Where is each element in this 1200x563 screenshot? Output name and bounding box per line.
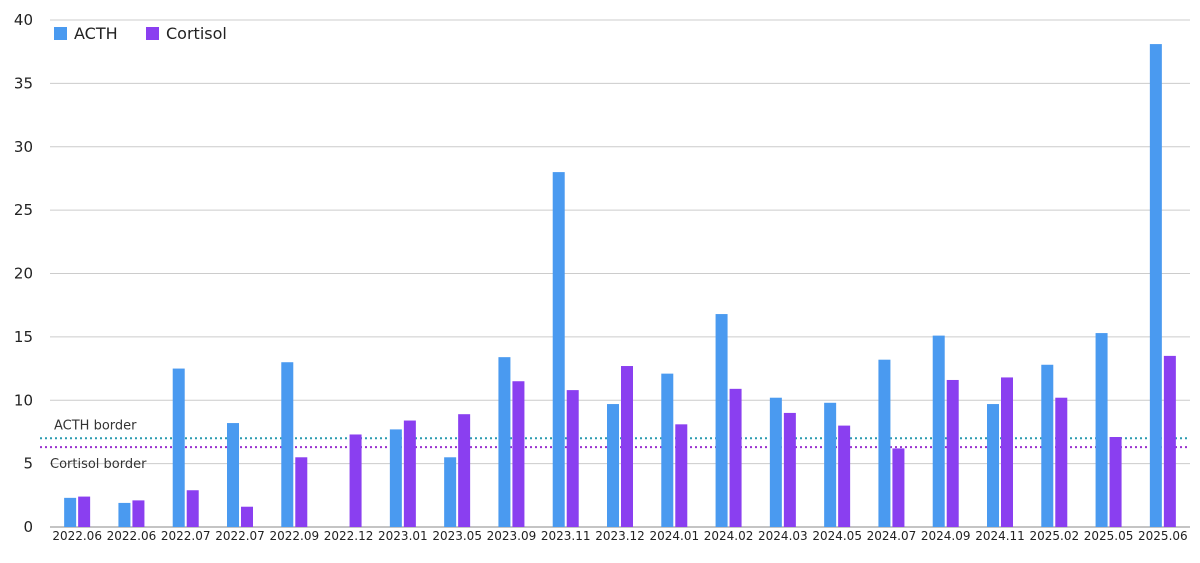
x-tick-label: 2022.12 bbox=[324, 529, 374, 543]
legend: ACTH Cortisol bbox=[54, 24, 227, 43]
bar-acth-20 bbox=[1149, 44, 1162, 528]
bar-cortisol-18 bbox=[1055, 397, 1068, 527]
bar-acth-8 bbox=[498, 357, 511, 527]
bar-acth-0 bbox=[64, 497, 77, 527]
x-tick-label: 2024.03 bbox=[758, 529, 808, 543]
x-tick-label: 2024.07 bbox=[867, 529, 917, 543]
reference-line-label: Cortisol border bbox=[50, 457, 147, 472]
reference-line-label: ACTH border bbox=[54, 418, 137, 433]
y-tick-label: 40 bbox=[14, 11, 33, 29]
bar-cortisol-6 bbox=[403, 420, 416, 527]
x-tick-label: 2025.02 bbox=[1029, 529, 1079, 543]
bar-acth-19 bbox=[1095, 333, 1108, 527]
bar-cortisol-19 bbox=[1109, 437, 1122, 527]
bar-cortisol-3 bbox=[241, 506, 253, 527]
bar-cortisol-11 bbox=[675, 424, 688, 527]
bar-cortisol-2 bbox=[186, 490, 199, 527]
bar-acth-3 bbox=[227, 423, 239, 527]
y-tick-label: 5 bbox=[23, 455, 33, 473]
bar-cortisol-9 bbox=[566, 390, 579, 527]
bar-cortisol-5 bbox=[349, 434, 362, 527]
bar-cortisol-10 bbox=[621, 366, 633, 527]
x-tick-label: 2024.02 bbox=[704, 529, 754, 543]
bar-acth-16 bbox=[932, 335, 945, 527]
x-tick-label: 2022.09 bbox=[269, 529, 319, 543]
bar-acth-2 bbox=[172, 368, 185, 527]
bar-cortisol-13 bbox=[783, 412, 796, 527]
bar-acth-13 bbox=[769, 397, 782, 527]
bar-cortisol-12 bbox=[729, 388, 742, 527]
bar-cortisol-14 bbox=[838, 425, 851, 527]
x-tick-label: 2022.06 bbox=[52, 529, 102, 543]
legend-label-acth: ACTH bbox=[74, 24, 118, 43]
bar-acth-10 bbox=[607, 404, 619, 527]
bars bbox=[64, 44, 1176, 528]
bar-cortisol-15 bbox=[892, 448, 905, 527]
bar-acth-17 bbox=[987, 404, 999, 527]
x-tick-label: 2024.11 bbox=[975, 529, 1025, 543]
x-tick-label: 2023.09 bbox=[487, 529, 537, 543]
x-tick-label: 2022.07 bbox=[215, 529, 265, 543]
y-tick-label: 0 bbox=[23, 518, 33, 536]
y-tick-label: 20 bbox=[14, 265, 33, 283]
bar-cortisol-4 bbox=[295, 457, 308, 527]
y-tick-label: 35 bbox=[14, 74, 33, 92]
bar-cortisol-7 bbox=[458, 414, 471, 527]
x-tick-label: 2025.05 bbox=[1084, 529, 1134, 543]
x-tick-label: 2022.07 bbox=[161, 529, 211, 543]
x-tick-label: 2023.12 bbox=[595, 529, 645, 543]
legend-label-cortisol: Cortisol bbox=[166, 24, 227, 43]
bar-acth-15 bbox=[878, 359, 891, 527]
x-tick-label: 2024.01 bbox=[649, 529, 699, 543]
bar-cortisol-17 bbox=[1001, 377, 1013, 527]
gridlines bbox=[50, 19, 1190, 528]
bar-cortisol-1 bbox=[132, 500, 145, 527]
bar-cortisol-0 bbox=[78, 496, 91, 527]
bar-acth-1 bbox=[118, 502, 131, 527]
x-tick-label: 2024.05 bbox=[812, 529, 862, 543]
x-tick-label: 2024.09 bbox=[921, 529, 971, 543]
y-tick-label: 30 bbox=[14, 138, 33, 156]
axes: 0 5 10 15 20 25 30 35 40 2022.06 2022.06 2022.07 202… bbox=[14, 11, 1188, 543]
x-tick-label: 2022.06 bbox=[107, 529, 157, 543]
bar-acth-12 bbox=[715, 314, 728, 527]
x-tick-label: 2023.01 bbox=[378, 529, 428, 543]
y-tick-label: 15 bbox=[14, 328, 33, 346]
bar-cortisol-20 bbox=[1163, 355, 1176, 527]
bar-acth-9 bbox=[552, 172, 565, 527]
bar-acth-18 bbox=[1041, 364, 1054, 527]
x-tick-label: 2025.06 bbox=[1138, 529, 1188, 543]
x-tick-label: 2023.11 bbox=[541, 529, 591, 543]
bar-acth-7 bbox=[444, 457, 457, 527]
bar-cortisol-16 bbox=[946, 379, 959, 527]
x-tick-label: 2023.05 bbox=[432, 529, 482, 543]
bar-acth-11 bbox=[661, 373, 674, 527]
bar-acth-4 bbox=[281, 362, 294, 527]
legend-swatch-acth bbox=[54, 27, 67, 40]
bar-cortisol-8 bbox=[512, 381, 525, 527]
legend-swatch-cortisol bbox=[146, 27, 159, 40]
y-tick-label: 25 bbox=[14, 201, 33, 219]
bar-acth-14 bbox=[824, 402, 837, 527]
y-tick-label: 10 bbox=[14, 391, 33, 409]
bar-acth-6 bbox=[389, 429, 402, 527]
